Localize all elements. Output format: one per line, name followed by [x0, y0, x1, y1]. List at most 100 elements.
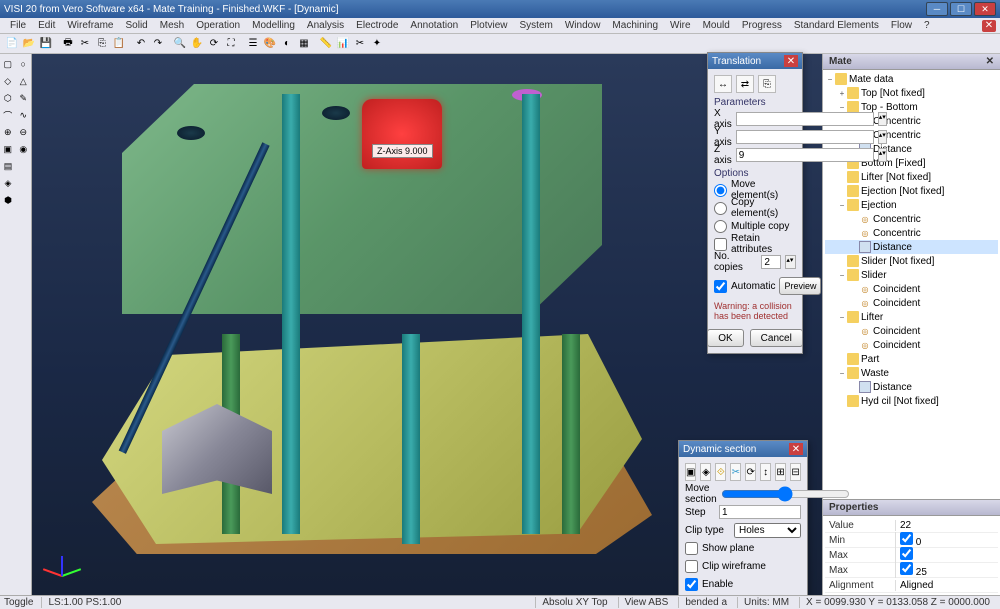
ltool-3[interactable]: ◇: [0, 73, 16, 89]
tree-item[interactable]: Part: [825, 352, 998, 366]
retain-chk[interactable]: [714, 238, 727, 251]
tool-shade[interactable]: ◐: [279, 36, 295, 52]
tree-item[interactable]: Hyd cil [Not fixed]: [825, 394, 998, 408]
preview-button[interactable]: Preview: [779, 277, 821, 295]
minimize-button[interactable]: ─: [926, 2, 948, 16]
yaxis-input[interactable]: [736, 130, 874, 144]
menu-system[interactable]: System: [514, 20, 559, 31]
tree-item[interactable]: −Mate data: [825, 72, 998, 86]
tree-item[interactable]: ◎Coincident: [825, 324, 998, 338]
tool-layer[interactable]: ☰: [245, 36, 261, 52]
ltool-1[interactable]: ▢: [0, 56, 16, 72]
menu-analysis[interactable]: Analysis: [301, 20, 350, 31]
zaxis-spin[interactable]: ▴▾: [878, 148, 887, 162]
xaxis-input[interactable]: [736, 112, 874, 126]
ds-icon-8[interactable]: ⊟: [790, 463, 801, 481]
tool-section[interactable]: ✂: [352, 36, 368, 52]
ltool-11[interactable]: ▣: [0, 141, 16, 157]
prop-value[interactable]: 25: [895, 562, 998, 578]
tree-item[interactable]: Distance: [825, 380, 998, 394]
tree-expand-icon[interactable]: −: [837, 369, 847, 378]
cliptype-select[interactable]: Holes: [734, 523, 801, 538]
ds-icon-7[interactable]: ⊞: [775, 463, 786, 481]
menu-mesh[interactable]: Mesh: [154, 20, 190, 31]
mate-close-icon[interactable]: ✕: [986, 56, 994, 67]
opt-multi-radio[interactable]: [714, 220, 727, 233]
maximize-button[interactable]: ☐: [950, 2, 972, 16]
ltool-7[interactable]: ⌒: [0, 107, 16, 123]
zaxis-input[interactable]: [736, 148, 874, 162]
tree-item[interactable]: Ejection [Not fixed]: [825, 184, 998, 198]
ltool-5[interactable]: ⬡: [0, 90, 16, 106]
tool-zoom[interactable]: 🔍: [172, 36, 188, 52]
tree-item[interactable]: ◎Coincident: [825, 282, 998, 296]
menu-solid[interactable]: Solid: [119, 20, 153, 31]
translation-close-icon[interactable]: ✕: [784, 55, 798, 67]
menu-help[interactable]: ?: [918, 20, 936, 31]
enable-chk[interactable]: [685, 578, 698, 591]
tool-pan[interactable]: ✋: [189, 36, 205, 52]
tool-open[interactable]: 📂: [21, 36, 37, 52]
ltool-9[interactable]: ⊕: [0, 124, 16, 140]
tree-item[interactable]: ◎Coincident: [825, 296, 998, 310]
clipwire-chk[interactable]: [685, 560, 698, 573]
tree-item[interactable]: ◎Concentric: [825, 212, 998, 226]
tree-item[interactable]: Distance: [825, 240, 998, 254]
status-view[interactable]: View ABS: [618, 597, 675, 608]
menu-machining[interactable]: Machining: [606, 20, 664, 31]
tree-item[interactable]: Slider [Not fixed]: [825, 254, 998, 268]
ds-icon-5[interactable]: ⟳: [745, 463, 756, 481]
prop-value[interactable]: 0: [895, 532, 998, 548]
close-button[interactable]: ✕: [974, 2, 996, 16]
menu-operation[interactable]: Operation: [190, 20, 246, 31]
menu-window[interactable]: Window: [559, 20, 607, 31]
tree-item[interactable]: −Waste: [825, 366, 998, 380]
tool-save[interactable]: 💾: [38, 36, 54, 52]
ltool-4[interactable]: △: [16, 73, 32, 89]
tool-cut[interactable]: ✂: [77, 36, 93, 52]
tool-fit[interactable]: ⛶: [223, 36, 239, 52]
menu-progress[interactable]: Progress: [736, 20, 788, 31]
tool-color[interactable]: 🎨: [262, 36, 278, 52]
showplane-chk[interactable]: [685, 542, 698, 555]
tool-new[interactable]: 📄: [4, 36, 20, 52]
auto-chk[interactable]: [714, 280, 727, 293]
tool-rotate[interactable]: ⟳: [206, 36, 222, 52]
tree-expand-icon[interactable]: −: [825, 75, 835, 84]
yaxis-spin[interactable]: ▴▾: [878, 130, 887, 144]
prop-checkbox[interactable]: [900, 547, 913, 560]
movesec-slider[interactable]: [721, 486, 850, 502]
tree-item[interactable]: ◎Concentric: [825, 226, 998, 240]
xaxis-spin[interactable]: ▴▾: [878, 112, 887, 126]
tool-explode[interactable]: ✦: [369, 36, 385, 52]
opt-move-radio[interactable]: [714, 184, 727, 197]
menu-plotview[interactable]: Plotview: [464, 20, 513, 31]
menu-electrode[interactable]: Electrode: [350, 20, 404, 31]
tree-item[interactable]: −Slider: [825, 268, 998, 282]
ltool-14[interactable]: ◈: [0, 175, 16, 191]
ds-icon-3[interactable]: ⟐: [715, 463, 726, 481]
prop-value[interactable]: 22: [895, 520, 998, 531]
tool-undo[interactable]: ↶: [133, 36, 149, 52]
menu-wire[interactable]: Wire: [664, 20, 697, 31]
step-input[interactable]: [719, 505, 801, 519]
tree-expand-icon[interactable]: −: [837, 313, 847, 322]
tree-item[interactable]: −Ejection: [825, 198, 998, 212]
tool-redo[interactable]: ↷: [150, 36, 166, 52]
ltool-12[interactable]: ◉: [16, 141, 32, 157]
ds-icon-1[interactable]: ▣: [685, 463, 696, 481]
prop-checkbox[interactable]: [900, 532, 913, 545]
menu-edit[interactable]: Edit: [32, 20, 61, 31]
doc-close-button[interactable]: ✕: [982, 20, 996, 32]
tree-expand-icon[interactable]: +: [837, 89, 847, 98]
tool-analyze[interactable]: 📊: [335, 36, 351, 52]
tool-paste[interactable]: 📋: [111, 36, 127, 52]
menu-wireframe[interactable]: Wireframe: [61, 20, 119, 31]
dynsection-close-icon[interactable]: ✕: [789, 443, 803, 455]
translation-title[interactable]: Translation ✕: [708, 53, 802, 69]
ltool-15[interactable]: ⬢: [0, 192, 16, 208]
prop-checkbox[interactable]: [900, 562, 913, 575]
dynsection-title[interactable]: Dynamic section ✕: [679, 441, 807, 457]
status-abs[interactable]: Absolu XY Top: [535, 597, 613, 608]
tool-print[interactable]: 🖶: [60, 36, 76, 52]
